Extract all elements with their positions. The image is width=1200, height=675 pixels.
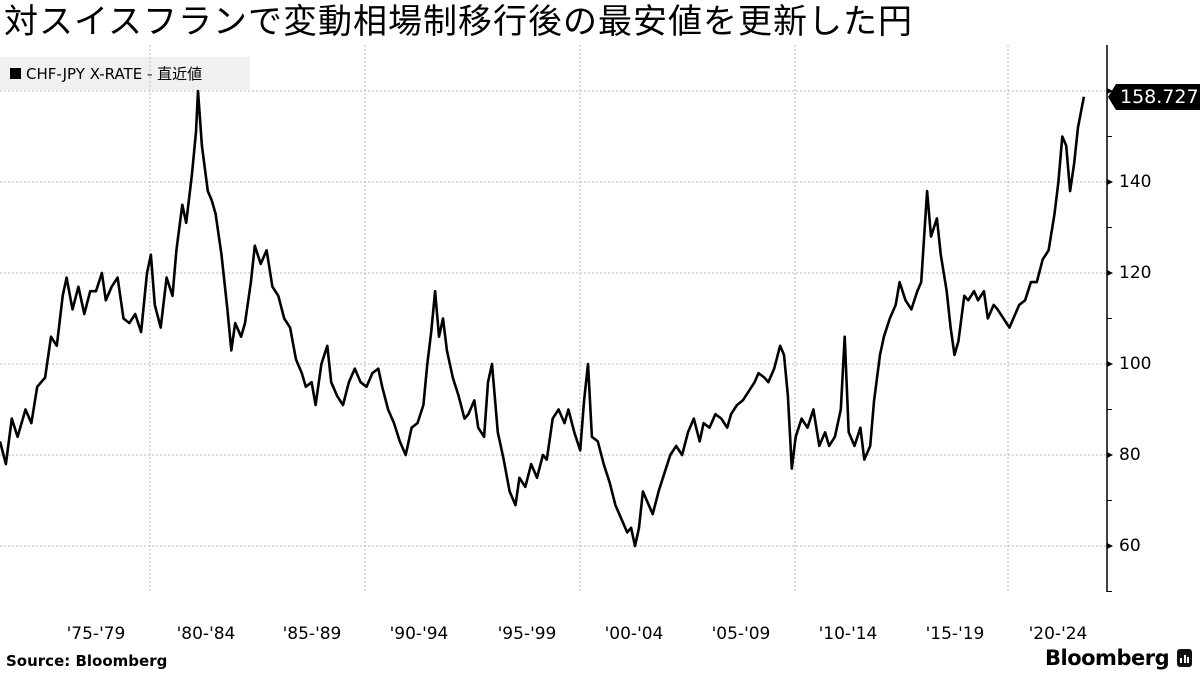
x-tick-label: '10-'14: [818, 624, 878, 644]
bloomberg-chart-icon: [1177, 649, 1193, 667]
x-tick-label: '80-'84: [176, 624, 236, 644]
y-tick-label: 140: [1119, 172, 1152, 192]
y-tick-label: 80: [1119, 445, 1141, 465]
y-axis-ticks: [1107, 88, 1113, 592]
y-tick-label: 100: [1119, 354, 1152, 374]
bloomberg-logo: Bloomberg: [1045, 646, 1193, 670]
last-value-tag: 158.727: [1108, 84, 1200, 110]
series-line: [0, 89, 1086, 548]
legend: CHF-JPY X-RATE - 直近値: [0, 57, 250, 90]
legend-label: CHF-JPY X-RATE - 直近値: [26, 65, 203, 83]
x-tick-label: '75-'79: [66, 624, 126, 644]
x-tick-label: '15-'19: [925, 624, 985, 644]
brand-text: Bloomberg: [1045, 646, 1170, 670]
y-tick-label: 60: [1119, 536, 1141, 556]
chart-title: 対スイスフランで変動相場制移行後の最安値を更新した円: [4, 2, 913, 42]
source-note: Source: Bloomberg: [6, 652, 168, 670]
x-tick-label: '00-'04: [604, 624, 664, 644]
x-tick-label: '85-'89: [282, 624, 342, 644]
x-tick-label: '95-'99: [497, 624, 557, 644]
legend-swatch-icon: [10, 68, 21, 79]
gridlines: [0, 45, 1107, 592]
x-tick-label: '90-'94: [389, 624, 449, 644]
x-tick-label: '20-'24: [1028, 624, 1088, 644]
y-tick-label: 120: [1119, 263, 1152, 283]
x-tick-label: '05-'09: [711, 624, 771, 644]
